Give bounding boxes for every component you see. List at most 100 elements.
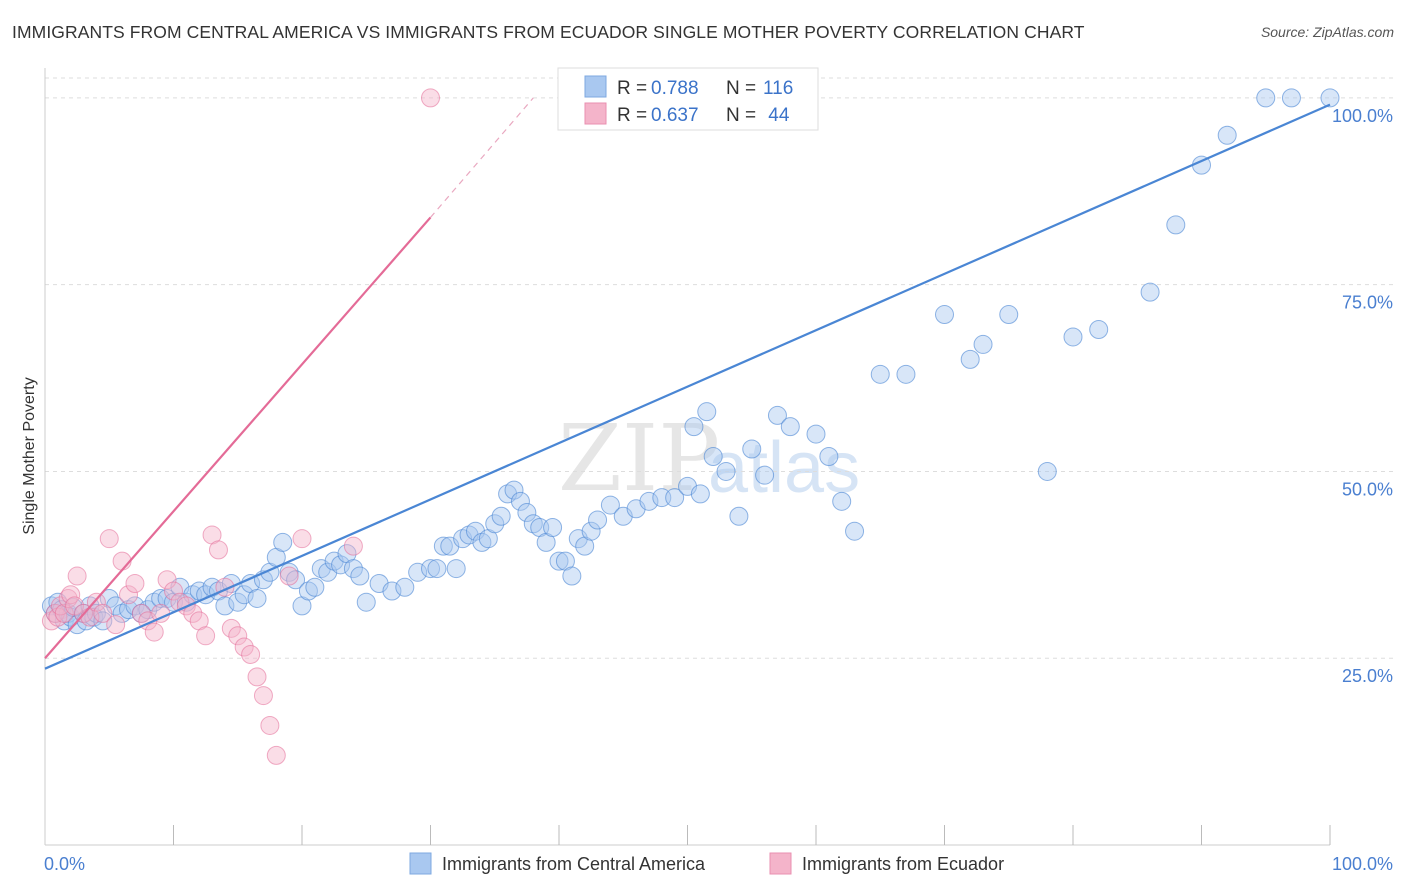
point-central-america-18	[119, 600, 139, 620]
point-central-america-108	[870, 364, 890, 384]
point-central-america-22	[144, 592, 164, 612]
point-ecuador-35	[241, 644, 261, 664]
point-central-america-38	[247, 588, 267, 608]
series-legend: Immigrants from Central America Immigran…	[409, 852, 1004, 875]
series-central-america-points	[41, 88, 1340, 635]
point-ecuador-20	[144, 622, 164, 642]
point-central-america-103	[780, 417, 800, 437]
point-ecuador-34	[234, 637, 254, 657]
point-ecuador-40	[279, 566, 299, 586]
point-central-america-96	[697, 402, 717, 422]
stats-r-label-blue: R =	[617, 78, 647, 99]
point-ecuador-42	[343, 536, 363, 556]
stats-legend: R = 0.788 N = 116 R = 0.637 N = 44	[557, 67, 819, 131]
point-ecuador-11	[86, 592, 106, 612]
point-central-america-111	[960, 349, 980, 369]
point-central-america-61	[427, 559, 447, 579]
point-central-america-107	[845, 521, 865, 541]
chart-title: IMMIGRANTS FROM CENTRAL AMERICA VS IMMIG…	[12, 22, 1085, 42]
trend-line-ecuador	[44, 216, 432, 659]
point-ecuador-6	[61, 585, 81, 605]
stats-n-label-pink: N =	[726, 105, 756, 126]
x-tick-label-1: 100.0%	[1332, 854, 1393, 874]
point-ecuador-22	[157, 570, 177, 590]
point-central-america-101	[755, 465, 775, 485]
chart-source: Source: ZipAtlas.com	[1260, 24, 1394, 40]
point-central-america-113	[999, 305, 1019, 325]
point-central-america-114	[1037, 461, 1057, 481]
trend-line-ecuador-extension	[430, 97, 534, 218]
point-ecuador-30	[208, 540, 228, 560]
point-central-america-54	[350, 566, 370, 586]
watermark: ZIP atlas	[558, 405, 860, 512]
point-central-america-82	[562, 566, 582, 586]
point-central-america-19	[125, 596, 145, 616]
point-central-america-47	[305, 577, 325, 597]
point-central-america-35	[228, 592, 248, 612]
point-central-america-104	[806, 424, 826, 444]
point-ecuador-17	[125, 574, 145, 594]
y-axis-label: Single Mother Poverty	[21, 377, 38, 534]
watermark-zip: ZIP	[558, 405, 720, 512]
point-central-america-46	[298, 581, 318, 601]
point-central-america-64	[446, 559, 466, 579]
point-ecuador-41	[292, 529, 312, 549]
point-central-america-57	[382, 581, 402, 601]
point-central-america-36	[234, 585, 254, 605]
point-central-america-14	[93, 611, 113, 631]
axes	[44, 68, 1331, 846]
watermark-atlas: atlas	[708, 428, 860, 508]
point-central-america-79	[543, 517, 563, 537]
point-central-america-90	[639, 491, 659, 511]
stats-r-label-pink: R =	[617, 105, 647, 126]
point-central-america-21	[138, 600, 158, 620]
point-central-america-74	[510, 491, 530, 511]
point-ecuador-28	[196, 626, 216, 646]
point-central-america-70	[485, 514, 505, 534]
legend-label-ecuador: Immigrants from Ecuador	[802, 854, 1004, 874]
stats-n-value-blue: 116	[763, 78, 793, 99]
point-central-america-112	[973, 334, 993, 354]
point-central-america-53	[343, 559, 363, 579]
legend-label-central-america: Immigrants from Central America	[442, 854, 706, 874]
stats-n-label-blue: N =	[726, 78, 756, 99]
point-central-america-106	[832, 491, 852, 511]
point-ecuador-5	[58, 588, 78, 608]
y-tick-label-1: 50.0%	[1342, 479, 1393, 499]
stats-swatch-pink	[584, 102, 607, 125]
point-central-america-102	[767, 405, 787, 425]
point-central-america-59	[408, 562, 428, 582]
point-ecuador-23	[164, 581, 183, 601]
point-ecuador-16	[119, 585, 139, 605]
point-ecuador-15	[112, 551, 132, 571]
point-ecuador-38	[260, 715, 280, 735]
stats-swatch-blue	[584, 75, 607, 98]
point-central-america-60	[421, 559, 440, 579]
point-central-america-62	[433, 536, 453, 556]
point-central-america-51	[331, 555, 351, 575]
point-central-america-55	[356, 592, 376, 612]
point-central-america-95	[690, 484, 710, 504]
point-central-america-44	[286, 570, 306, 590]
point-central-america-105	[819, 447, 839, 466]
point-central-america-118	[1166, 215, 1186, 235]
point-ecuador-8	[67, 566, 87, 586]
point-ecuador-32	[221, 618, 241, 638]
point-ecuador-39	[266, 745, 286, 765]
point-central-america-97	[703, 447, 723, 466]
point-ecuador-2	[48, 607, 68, 627]
point-ecuador-33	[228, 626, 248, 646]
point-central-america-86	[588, 510, 608, 530]
y-tick-label-0: 25.0%	[1342, 666, 1393, 686]
stats-n-value-pink: 44	[763, 105, 790, 126]
point-ecuador-18	[131, 603, 151, 623]
trend-line-central-america	[44, 103, 1331, 670]
point-ecuador-4	[54, 603, 74, 623]
point-central-america-58	[395, 577, 415, 597]
point-central-america-68	[472, 532, 492, 552]
point-central-america-117	[1140, 282, 1160, 302]
point-central-america-100	[742, 439, 762, 459]
point-ecuador-12	[93, 603, 113, 623]
legend-swatch-central-america	[409, 852, 432, 875]
point-central-america-115	[1063, 327, 1083, 347]
